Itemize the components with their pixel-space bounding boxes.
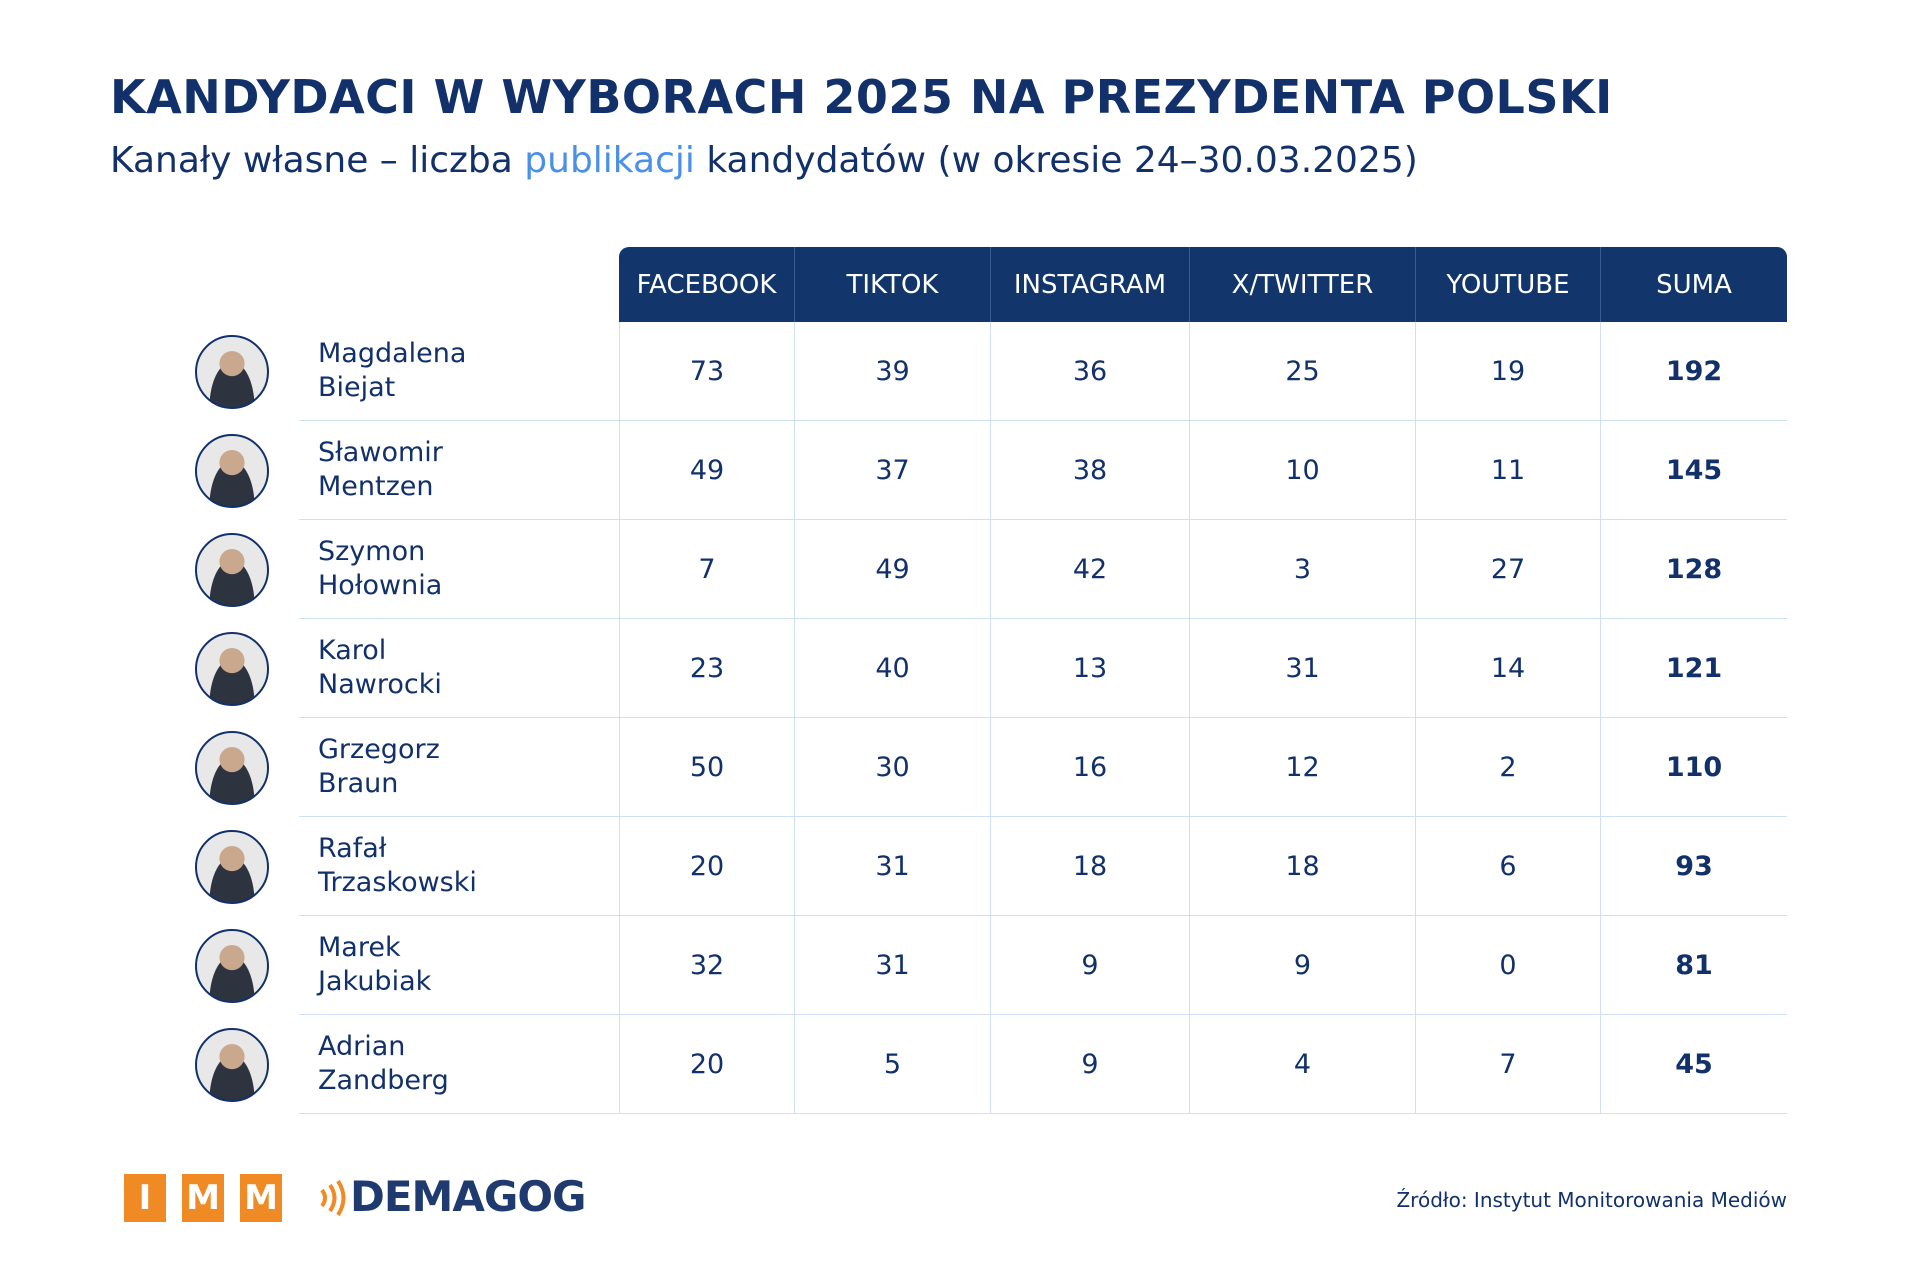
last-name: Jakubiak <box>318 966 432 997</box>
sum-cell: 45 <box>1600 1015 1787 1114</box>
value-cell: 27 <box>1415 520 1600 619</box>
value-cell: 7 <box>619 520 794 619</box>
column-header: INSTAGRAM <box>990 247 1189 322</box>
sum-cell: 121 <box>1600 619 1787 718</box>
logo-letter: M <box>240 1174 282 1222</box>
name-cell: Magdalena Biejat <box>299 322 619 421</box>
sum-cell: 128 <box>1600 520 1787 619</box>
value-cell: 31 <box>1189 619 1415 718</box>
first-name: Adrian <box>318 1031 406 1062</box>
value-cell: 31 <box>794 916 990 1015</box>
value-cell: 0 <box>1415 916 1600 1015</box>
first-name: Magdalena <box>318 338 467 369</box>
column-header: X/TWITTER <box>1189 247 1415 322</box>
value-cell: 42 <box>990 520 1189 619</box>
sum-cell: 81 <box>1600 916 1787 1015</box>
value-cell: 14 <box>1415 619 1600 718</box>
name-cell: Marek Jakubiak <box>299 916 619 1015</box>
column-header: TIKTOK <box>794 247 990 322</box>
avatar <box>195 928 269 1003</box>
value-cell: 36 <box>990 322 1189 421</box>
avatar <box>195 1027 269 1102</box>
value-cell: 19 <box>1415 322 1600 421</box>
last-name: Trzaskowski <box>318 867 477 898</box>
subtitle-highlight: publikacji <box>524 140 695 181</box>
value-cell: 49 <box>619 421 794 520</box>
value-cell: 32 <box>619 916 794 1015</box>
value-cell: 20 <box>619 817 794 916</box>
column-header: YOUTUBE <box>1415 247 1600 322</box>
source: Źródło: Instytut Monitorowania Mediów <box>1396 1188 1787 1212</box>
name-cell: Rafał Trzaskowski <box>299 817 619 916</box>
last-name: Braun <box>318 768 399 799</box>
value-cell: 18 <box>990 817 1189 916</box>
subtitle-text: Kanały własne – liczba <box>110 140 525 181</box>
value-cell: 11 <box>1415 421 1600 520</box>
first-name: Rafał <box>318 833 387 864</box>
name-cell: Grzegorz Braun <box>299 718 619 817</box>
value-cell: 6 <box>1415 817 1600 916</box>
value-cell: 5 <box>794 1015 990 1114</box>
value-cell: 50 <box>619 718 794 817</box>
last-name: Biejat <box>318 372 396 403</box>
column-header: SUMA <box>1600 247 1787 322</box>
value-cell: 3 <box>1189 520 1415 619</box>
value-cell: 30 <box>794 718 990 817</box>
last-name: Zandberg <box>318 1065 449 1096</box>
title: KANDYDACI W WYBORACH 2025 NA PREZYDENTA … <box>110 70 1613 124</box>
value-cell: 9 <box>1189 916 1415 1015</box>
sum-cell: 145 <box>1600 421 1787 520</box>
value-cell: 16 <box>990 718 1189 817</box>
sum-cell: 93 <box>1600 817 1787 916</box>
avatar <box>195 631 269 706</box>
first-name: Marek <box>318 932 401 963</box>
value-cell: 39 <box>794 322 990 421</box>
column-header: FACEBOOK <box>619 247 794 322</box>
last-name: Hołownia <box>318 570 443 601</box>
avatar <box>195 730 269 805</box>
value-cell: 38 <box>990 421 1189 520</box>
logo-letter: M <box>182 1174 224 1222</box>
value-cell: 13 <box>990 619 1189 718</box>
avatar <box>195 532 269 607</box>
value-cell: 73 <box>619 322 794 421</box>
name-cell: Szymon Hołownia <box>299 520 619 619</box>
first-name: Grzegorz <box>318 734 440 765</box>
value-cell: 9 <box>990 1015 1189 1114</box>
value-cell: 37 <box>794 421 990 520</box>
value-cell: 9 <box>990 916 1189 1015</box>
first-name: Karol <box>318 635 387 666</box>
last-name: Mentzen <box>318 471 434 502</box>
name-cell: Adrian Zandberg <box>299 1015 619 1114</box>
logo-text: DEMAGOG <box>350 1172 587 1221</box>
sum-cell: 192 <box>1600 322 1787 421</box>
value-cell: 2 <box>1415 718 1600 817</box>
value-cell: 10 <box>1189 421 1415 520</box>
name-cell: Karol Nawrocki <box>299 619 619 718</box>
avatar <box>195 829 269 904</box>
value-cell: 49 <box>794 520 990 619</box>
value-cell: 23 <box>619 619 794 718</box>
value-cell: 31 <box>794 817 990 916</box>
value-cell: 20 <box>619 1015 794 1114</box>
logo-letter: I <box>124 1174 166 1222</box>
subtitle: Kanały własne – liczba publikacji kandyd… <box>110 140 1418 181</box>
first-name: Szymon <box>318 536 426 567</box>
value-cell: 4 <box>1189 1015 1415 1114</box>
value-cell: 40 <box>794 619 990 718</box>
last-name: Nawrocki <box>318 669 442 700</box>
value-cell: 7 <box>1415 1015 1600 1114</box>
first-name: Sławomir <box>318 437 443 468</box>
value-cell: 25 <box>1189 322 1415 421</box>
sum-cell: 110 <box>1600 718 1787 817</box>
subtitle-text: kandydatów (w okresie 24–30.03.2025) <box>694 140 1418 181</box>
name-cell: Sławomir Mentzen <box>299 421 619 520</box>
avatar <box>195 433 269 508</box>
value-cell: 12 <box>1189 718 1415 817</box>
avatar <box>195 334 269 409</box>
logo-icon <box>320 1180 346 1216</box>
value-cell: 18 <box>1189 817 1415 916</box>
